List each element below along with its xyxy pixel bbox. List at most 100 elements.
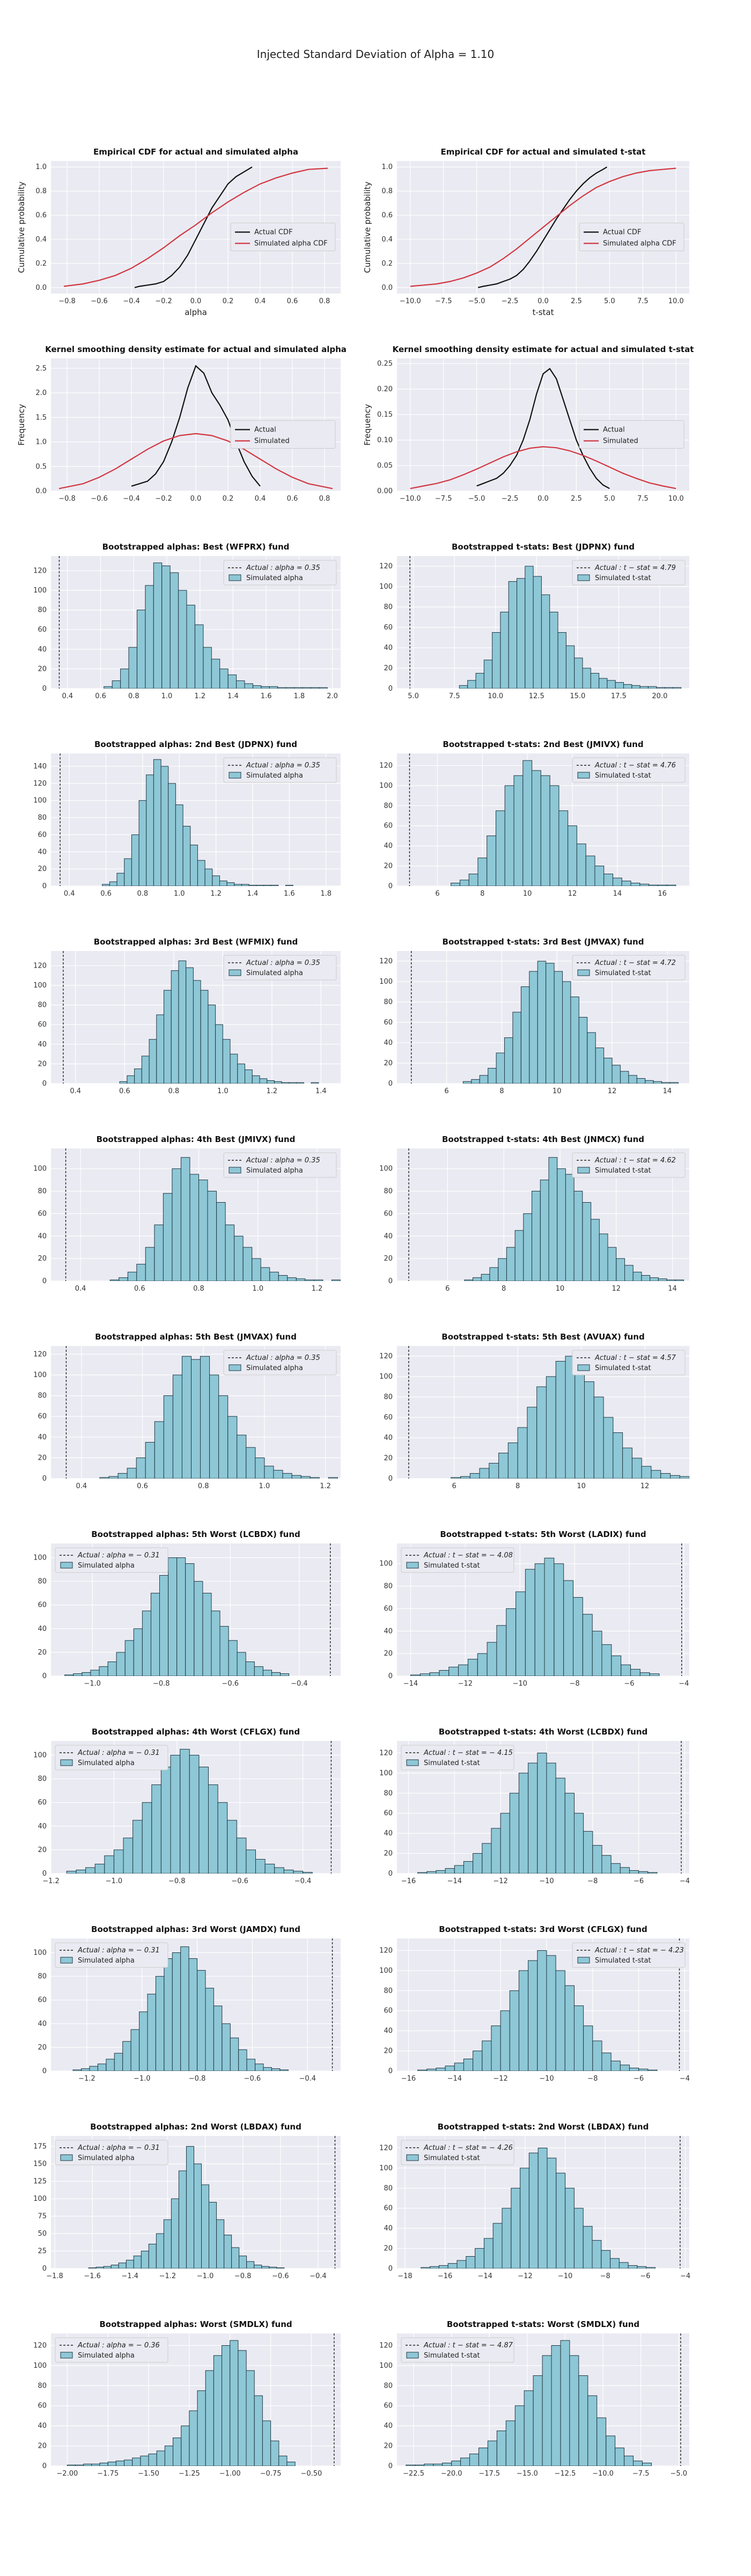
histogram-bar (524, 2390, 534, 2466)
legend-actual-label: Actual : alpha = − 0.31 (77, 1749, 160, 1757)
legend-actual-label: Actual : t − stat = 4.57 (594, 1354, 676, 1362)
legend-simulated-swatch (577, 574, 590, 581)
x-tick-label: −10.0 (400, 297, 421, 305)
x-tick-label: −10 (512, 1680, 527, 1688)
x-tick-label: 12 (612, 1285, 621, 1293)
y-tick-label: 150 (33, 2160, 47, 2168)
x-tick-label: 0.0 (190, 297, 202, 305)
x-tick-label: −4 (680, 2272, 690, 2280)
histogram-bar (601, 2052, 612, 2071)
histogram-bar (131, 834, 139, 886)
histogram-bar (509, 1792, 519, 1874)
x-tick-label: −7.5 (435, 297, 452, 305)
x-tick-label: 8 (516, 1482, 520, 1490)
histogram-bar (136, 1264, 146, 1281)
histogram-bar (462, 1081, 472, 1084)
x-tick-label: 15.0 (570, 692, 585, 700)
y-tick-label: 20 (384, 1059, 393, 1067)
x-tick-label: −16 (438, 2272, 452, 2280)
histogram-bar (260, 1267, 270, 1281)
histogram-bar (159, 1575, 169, 1676)
histogram-bar (565, 1174, 575, 1281)
y-tick-label: 1.5 (35, 414, 47, 422)
histogram-bar (637, 2266, 647, 2268)
legend-simulated-label: Simulated alpha (78, 1759, 135, 1767)
histogram-bar (573, 1597, 583, 1676)
histogram-bar (564, 1792, 575, 1874)
histogram-bar (205, 1988, 214, 2071)
histogram-bar (198, 1180, 208, 1281)
histogram-bar (603, 1058, 613, 1084)
histogram-bar (104, 686, 113, 689)
histogram-bar (264, 1863, 275, 1874)
y-tick-label: 0.8 (381, 187, 393, 195)
histogram-bar (287, 1277, 297, 1281)
histogram-bar (255, 2063, 264, 2071)
histogram-bar (679, 1476, 689, 1479)
y-tick-label: 80 (384, 1789, 393, 1797)
legend-box (579, 223, 684, 251)
histogram-bar (488, 1068, 497, 1084)
legend-simulated-label: Simulated t-stat (424, 2352, 480, 2360)
y-tick-label: 80 (38, 606, 47, 614)
histogram-bar (511, 2187, 521, 2268)
histogram-bar (180, 1157, 190, 1281)
y-tick-label: 120 (379, 2341, 393, 2350)
legend-actual-label: Actual : alpha = 0.35 (246, 959, 320, 967)
panel-10: Bootstrapped t-stats: 3rd Best (JMVAX) f… (379, 937, 689, 1095)
histogram-bar (274, 1081, 282, 1084)
x-tick-label: −12 (458, 1680, 473, 1688)
histogram-bar (283, 1869, 294, 1874)
histogram-bar (145, 585, 154, 689)
histogram-bar (564, 1985, 575, 2071)
x-tick-label: 0.8 (319, 495, 330, 503)
y-tick-label: 20 (38, 1454, 47, 1462)
x-tick-label: 10 (523, 890, 532, 898)
histogram-bar (448, 1666, 459, 1676)
y-tick-label: 40 (384, 1829, 393, 1838)
histogram-bar (534, 1563, 545, 1676)
x-tick-label: −5.0 (468, 297, 485, 305)
panel-20: Bootstrapped t-stats: 3rd Worst (CFLGX) … (379, 1924, 690, 2083)
histogram-bar (208, 1784, 218, 1874)
histogram-bar (244, 683, 253, 689)
panel-4: Kernel smoothing density estimate for ac… (363, 345, 694, 503)
histogram-bar (439, 1670, 450, 1676)
x-tick-label: −6 (634, 2075, 644, 2083)
histogram-bar (630, 1668, 640, 1676)
histogram-bar (227, 674, 237, 689)
legend-simulated-label: Simulated t-stat (595, 1167, 651, 1175)
histogram-bar (262, 2420, 271, 2466)
histogram-bar (601, 1855, 612, 1874)
y-tick-label: 80 (384, 998, 393, 1006)
histogram-bar (164, 1958, 173, 2071)
histogram-bar (118, 2263, 127, 2268)
histogram-bar (433, 2463, 443, 2466)
x-tick-label: −0.6 (272, 2272, 289, 2280)
x-tick-label: −1.6 (84, 2272, 101, 2280)
histogram-bar (619, 2262, 629, 2268)
histogram-bar (189, 2410, 198, 2466)
x-tick-label: −4 (680, 1877, 690, 1885)
y-tick-label: 40 (38, 2422, 47, 2430)
histogram-bar (188, 1958, 198, 2071)
histogram-bar (573, 2005, 584, 2071)
histogram-bar (204, 868, 213, 886)
legend-box (401, 2337, 514, 2363)
histogram-bar (198, 1767, 209, 1874)
histogram-bar (616, 1258, 625, 1281)
y-tick-label: 0 (388, 1475, 393, 1483)
series-simulated-line (410, 446, 676, 489)
histogram-bar (289, 1082, 297, 1084)
x-tick-label: 0.8 (168, 1087, 179, 1095)
y-tick-label: 60 (384, 1019, 393, 1027)
y-tick-label: 40 (38, 1433, 47, 1441)
series-actual-line (477, 166, 607, 288)
histogram-bar (300, 1476, 311, 1479)
y-tick-label: 60 (38, 1210, 47, 1218)
histogram-bar (549, 612, 558, 689)
histogram-bar (482, 2040, 492, 2071)
y-tick-label: 40 (38, 848, 47, 856)
y-tick-label: 0 (42, 2067, 47, 2075)
histogram-bar (138, 800, 147, 886)
